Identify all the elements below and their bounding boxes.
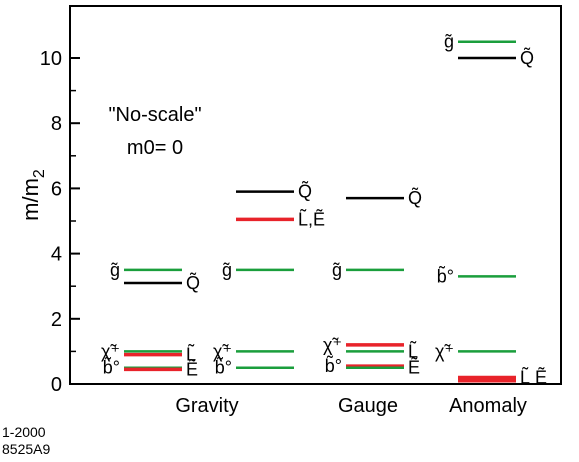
level-label-2-3: L̃	[408, 340, 418, 361]
figure-id-line-1: 1-2000	[2, 424, 46, 440]
y-tick-label-5: 10	[40, 48, 62, 70]
y-axis: 0 2 4 6 8 10	[40, 48, 80, 396]
level-label-3-2: b̃°	[437, 265, 454, 286]
level-label-3-0: g̃	[444, 32, 454, 52]
level-label-2-2: χ̃⁺	[323, 335, 342, 355]
level-label-1-4: b̃°	[215, 357, 232, 378]
y-axis-label-sub: 2	[31, 169, 48, 178]
level-label-0-1: Q̃	[186, 272, 200, 293]
level-label-3-3: χ̃⁺	[435, 341, 454, 361]
y-tick-label-3: 6	[51, 178, 62, 200]
level-label-2-0: Q̃	[408, 187, 422, 208]
y-tick-label-2: 4	[51, 244, 62, 266]
level-label-0-0: g̃	[110, 260, 120, 280]
category-label-gauge: Gauge	[338, 395, 398, 417]
category-label-gravity: Gravity	[175, 395, 238, 417]
figure-id-line-2: 8525A9	[2, 441, 50, 457]
plot-frame	[69, 5, 562, 385]
level-label-2-4: b̃°	[325, 355, 342, 376]
y-tick-label-1: 2	[51, 309, 62, 331]
level-label-3-1: Q̃	[520, 47, 534, 68]
level-label-1-0: Q̃	[298, 181, 312, 202]
level-label-2-5: Ẽ	[408, 357, 420, 378]
mass-levels: g̃Q̃χ̃⁺ L̃b̃° ẼQ̃L̃,Ẽg̃χ̃⁺b̃°Q̃g̃χ̃⁺ L̃b̃° Ẽ…	[101, 32, 547, 388]
level-label-1-1: L̃,Ẽ	[298, 208, 325, 229]
y-axis-label: m/m2	[18, 169, 48, 221]
level-label-1-3: χ̃⁺	[213, 341, 232, 361]
y-tick-label-0: 0	[51, 374, 62, 396]
level-label-1-2: g̃	[222, 260, 232, 280]
y-tick-label-4: 8	[51, 113, 62, 135]
category-label-anomaly: Anomaly	[449, 395, 527, 417]
level-label-3-4: L̃ Ẽ	[520, 366, 547, 387]
annotation-line-1: "No-scale"	[108, 104, 201, 126]
level-label-0-3: L̃	[186, 344, 196, 365]
level-label-0-2: χ̃⁺	[101, 341, 120, 361]
level-label-2-1: g̃	[332, 260, 342, 280]
level-label-0-5: Ẽ	[186, 358, 198, 379]
level-label-0-4: b̃°	[103, 357, 120, 378]
y-axis-label-main: m/m	[18, 178, 43, 221]
annotation-line-2: m0= 0	[127, 137, 183, 159]
